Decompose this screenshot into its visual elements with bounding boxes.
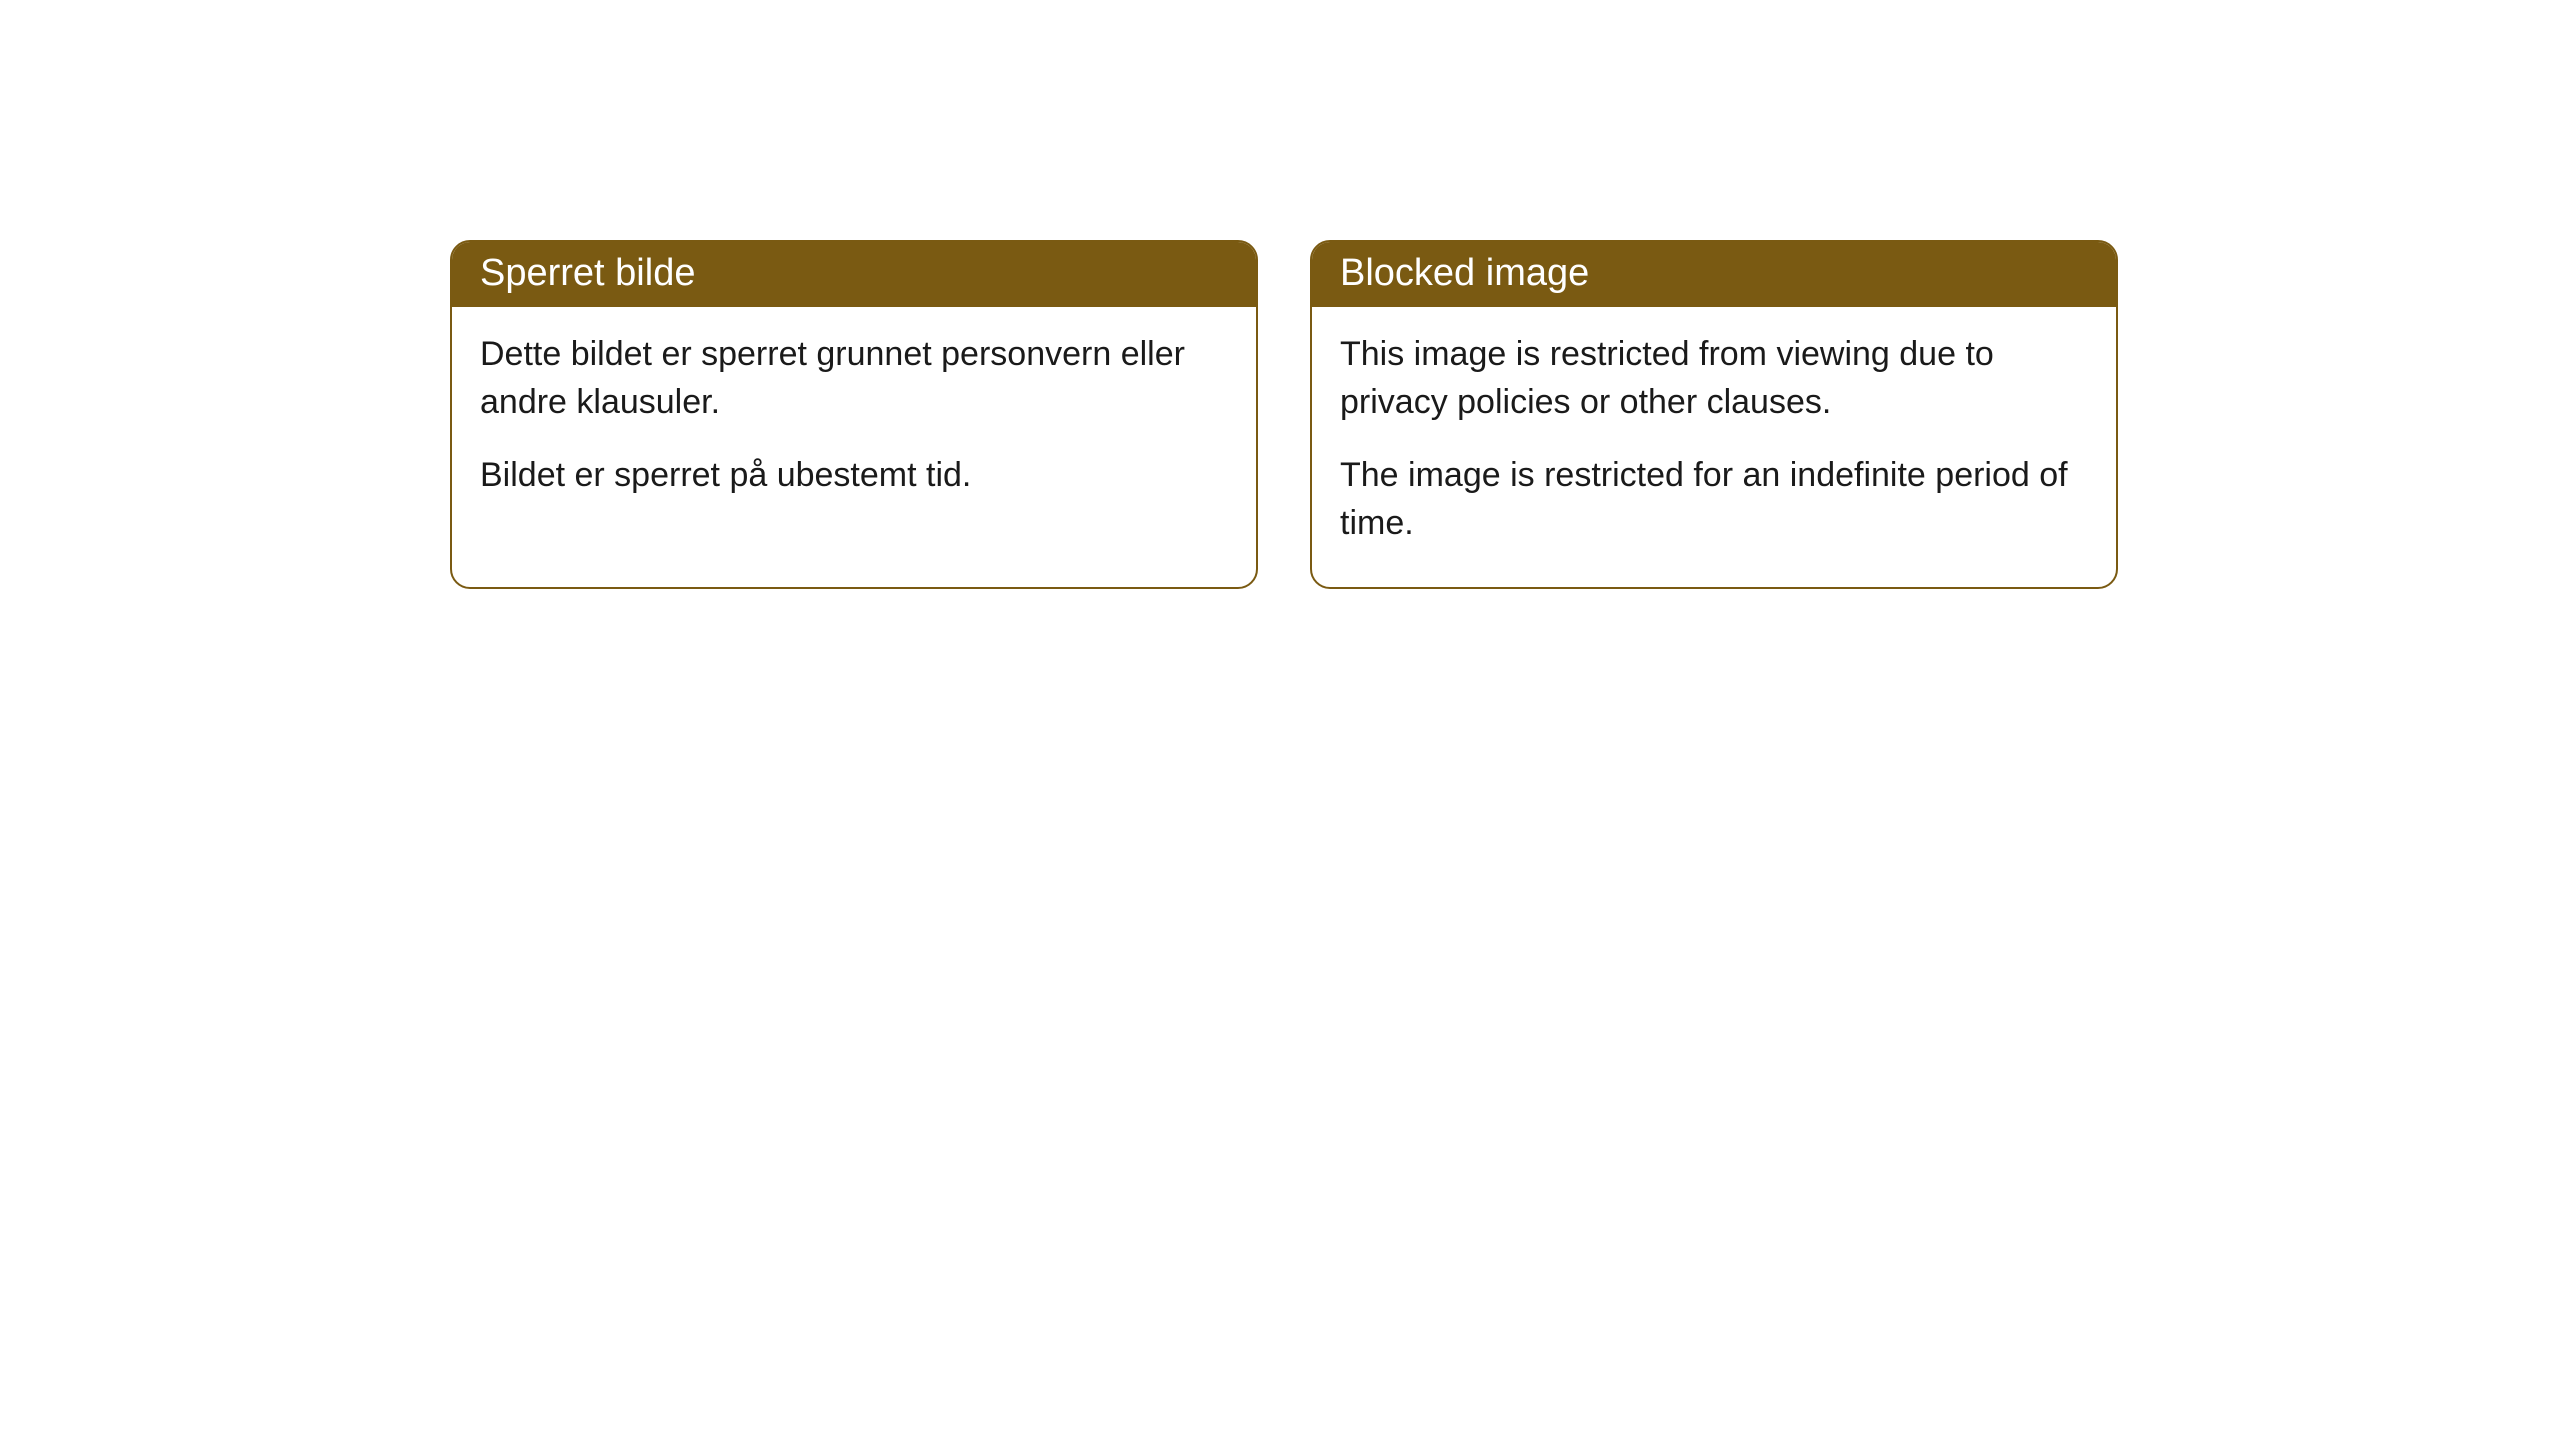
card-title: Sperret bilde [480, 252, 695, 294]
notice-cards-container: Sperret bilde Dette bildet er sperret gr… [450, 240, 2118, 589]
card-paragraph: The image is restricted for an indefinit… [1340, 452, 2088, 547]
card-title: Blocked image [1340, 252, 1589, 294]
card-body: This image is restricted from viewing du… [1312, 307, 2116, 587]
card-body: Dette bildet er sperret grunnet personve… [452, 307, 1256, 540]
card-paragraph: Dette bildet er sperret grunnet personve… [480, 331, 1228, 426]
card-paragraph: Bildet er sperret på ubestemt tid. [480, 452, 1228, 500]
card-header: Sperret bilde [452, 242, 1256, 307]
card-paragraph: This image is restricted from viewing du… [1340, 331, 2088, 426]
blocked-image-card-no: Sperret bilde Dette bildet er sperret gr… [450, 240, 1258, 589]
blocked-image-card-en: Blocked image This image is restricted f… [1310, 240, 2118, 589]
card-header: Blocked image [1312, 242, 2116, 307]
